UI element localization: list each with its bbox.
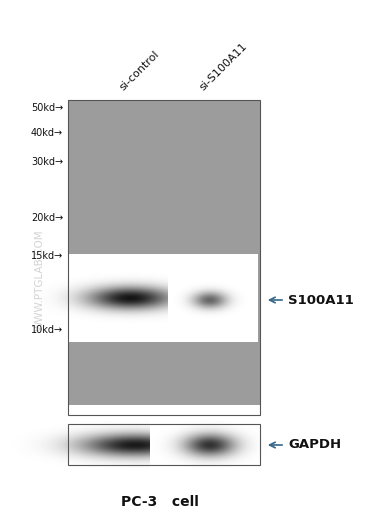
Text: GAPDH: GAPDH: [288, 438, 341, 452]
Text: 20kd→: 20kd→: [31, 213, 63, 223]
Text: 40kd→: 40kd→: [31, 128, 63, 138]
Text: 30kd→: 30kd→: [31, 157, 63, 167]
Bar: [68, 100, 260, 415]
Text: WWW.PTGLAB.COM: WWW.PTGLAB.COM: [35, 229, 45, 331]
Bar: [68, 424, 260, 465]
Text: S100A11: S100A11: [288, 294, 354, 306]
Text: si-control: si-control: [118, 49, 162, 92]
Text: 10kd→: 10kd→: [31, 325, 63, 335]
Text: si-S100A11: si-S100A11: [198, 41, 249, 92]
Text: PC-3   cell: PC-3 cell: [121, 495, 199, 509]
Text: 15kd→: 15kd→: [31, 251, 63, 261]
Text: 50kd→: 50kd→: [31, 103, 63, 113]
